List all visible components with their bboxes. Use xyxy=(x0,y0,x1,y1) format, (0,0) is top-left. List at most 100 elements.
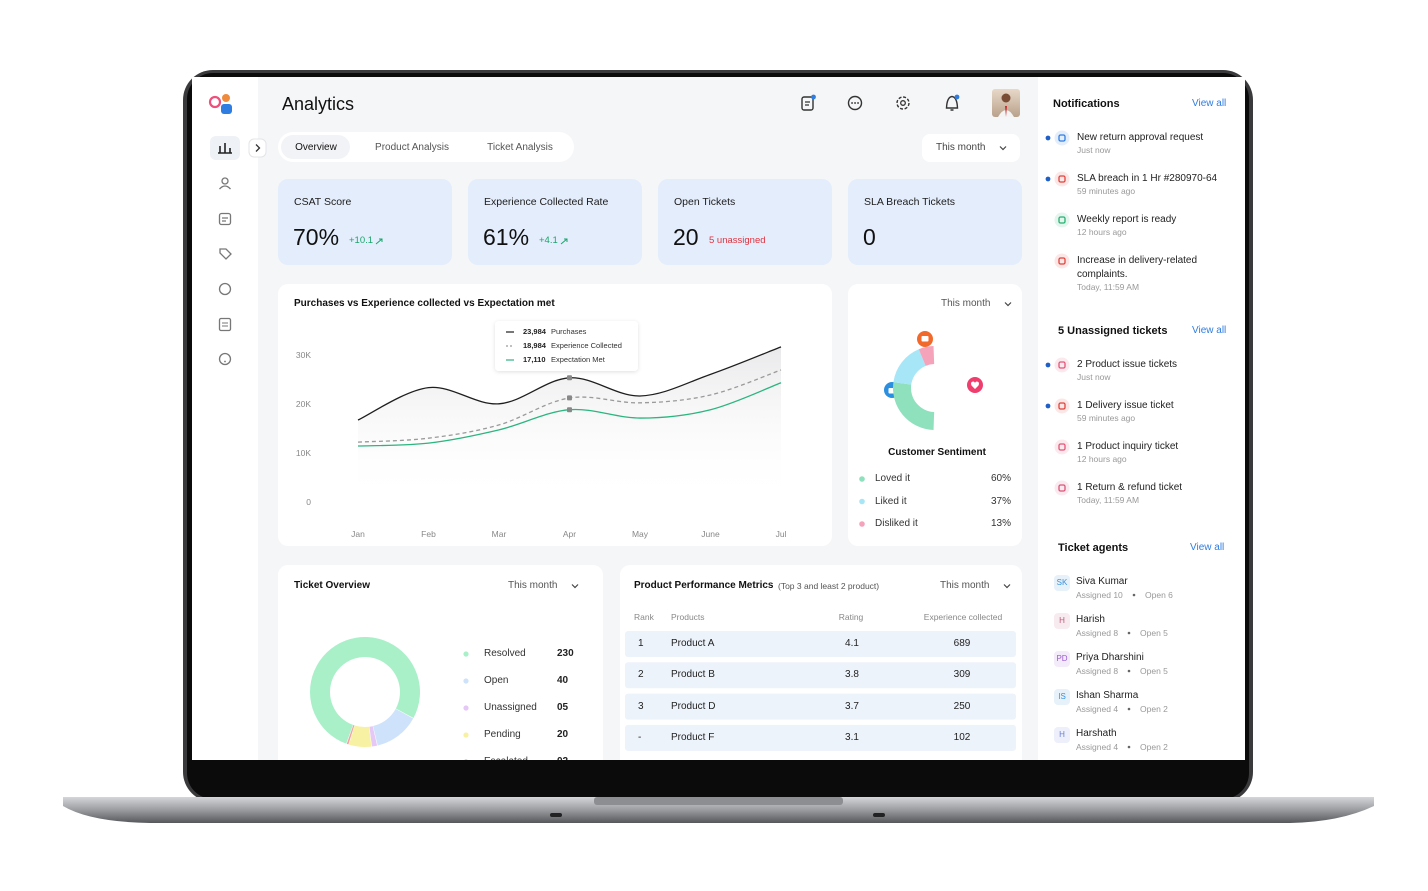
icon-settings[interactable] xyxy=(900,100,906,106)
agent-badge xyxy=(1054,727,1070,743)
nav-chat[interactable] xyxy=(218,282,232,296)
agent-open: Open 5 xyxy=(1140,666,1168,676)
sentiment-segment xyxy=(893,382,935,430)
nav-help[interactable] xyxy=(224,360,226,363)
avatar[interactable] xyxy=(992,89,1020,117)
icon-chat[interactable] xyxy=(847,95,863,111)
agent-name[interactable]: Priya Dharshini xyxy=(1076,652,1144,663)
nav-reports[interactable] xyxy=(218,317,232,332)
nav-tickets[interactable] xyxy=(222,217,228,222)
item-icon xyxy=(1054,130,1070,146)
value-label: 60% xyxy=(990,473,1011,484)
kpi-card xyxy=(848,179,1022,265)
table-row xyxy=(625,724,1016,751)
legend-dot xyxy=(859,476,865,482)
item-icon xyxy=(1058,175,1066,183)
y-tick-label: 30K xyxy=(295,349,311,360)
foot xyxy=(550,813,562,817)
list-item[interactable]: 1 Delivery issue ticket 59 minutes ago xyxy=(1077,399,1235,423)
nav-tickets[interactable] xyxy=(218,212,232,226)
list-item[interactable]: 1 Product inquiry ticket 12 hours ago xyxy=(1077,440,1235,464)
list-item[interactable]: Increase in delivery-related complaints.… xyxy=(1077,254,1235,292)
trend-arrow xyxy=(560,238,568,245)
value-label: 40 xyxy=(557,675,569,686)
view-all-link[interactable]: View all xyxy=(1192,325,1227,336)
agent-name[interactable]: Harish xyxy=(1076,614,1105,625)
item-icon xyxy=(1054,480,1070,496)
x-tick-label: Apr xyxy=(562,529,577,539)
agent-badge xyxy=(1054,689,1070,705)
highlight-point xyxy=(567,375,572,381)
item-text: SLA breach in 1 Hr #280970-64 xyxy=(1077,173,1218,184)
tab[interactable]: Overview xyxy=(295,142,337,153)
list-item[interactable]: Weekly report is ready 12 hours ago xyxy=(1077,213,1235,237)
list-item[interactable]: SLA breach in 1 Hr #280970-64 59 minutes … xyxy=(1077,172,1235,196)
legend-dot xyxy=(859,521,865,527)
item-time: Today, 11:59 AM xyxy=(1077,495,1140,505)
icon-settings[interactable] xyxy=(896,96,910,110)
item-icon xyxy=(1054,253,1070,269)
icon-tasks[interactable] xyxy=(801,96,814,111)
agent-initials: H xyxy=(1059,616,1065,625)
sentiment-segment xyxy=(893,349,926,385)
tabs xyxy=(278,132,574,162)
nav-tags[interactable] xyxy=(219,248,232,260)
period-dropdown[interactable]: This month xyxy=(936,142,986,153)
table-cell: 689 xyxy=(953,638,971,649)
collapse-button[interactable] xyxy=(248,138,267,158)
right-panel xyxy=(1038,77,1245,760)
section-title: Ticket agents xyxy=(1058,542,1129,554)
agent-name[interactable]: Siva Kumar xyxy=(1076,576,1128,587)
period-dropdown[interactable] xyxy=(922,134,1020,162)
period-dropdown[interactable]: This month xyxy=(941,298,991,309)
agent-assigned: Assigned 8 xyxy=(1076,628,1119,638)
agent-assigned: Assigned 8 xyxy=(1076,666,1119,676)
agent-assigned: Assigned 10 xyxy=(1076,590,1123,600)
kpi-delta: +4.1 xyxy=(539,235,558,246)
column-header: Rating xyxy=(838,612,864,622)
nav-users[interactable] xyxy=(221,177,229,185)
list-item[interactable]: 2 Product issue tickets Just now xyxy=(1077,358,1235,382)
tab[interactable]: Ticket Analysis xyxy=(487,142,553,153)
separator-dot xyxy=(1127,669,1131,673)
tab[interactable]: Product Analysis xyxy=(375,142,449,153)
column-header: Experience collected xyxy=(923,612,1003,622)
list-item[interactable]: New return approval request Just now xyxy=(1077,131,1235,155)
agent-name[interactable]: Harshath xyxy=(1076,728,1117,739)
table-row xyxy=(625,693,1016,720)
legend-dot xyxy=(463,651,469,657)
view-all-link[interactable]: View all xyxy=(1190,542,1225,553)
nav-users[interactable] xyxy=(219,185,231,190)
item-text: 1 Delivery issue ticket xyxy=(1077,400,1174,411)
period-dropdown[interactable]: This month xyxy=(508,580,558,591)
legend-label: Experience Collected xyxy=(551,341,622,350)
item-time: 59 minutes ago xyxy=(1077,186,1136,196)
collapse-button[interactable] xyxy=(255,144,261,152)
view-all-link[interactable]: View all xyxy=(1192,98,1227,109)
tooltip xyxy=(495,321,638,371)
unread-dot xyxy=(1045,176,1051,182)
item-time: Today, 11:59 AM xyxy=(1077,282,1140,292)
icon-tasks[interactable] xyxy=(805,101,810,106)
card xyxy=(278,565,603,760)
period-dropdown[interactable]: This month xyxy=(940,580,990,591)
nav-help[interactable] xyxy=(218,352,232,366)
icon-bell[interactable] xyxy=(945,95,959,111)
tab-active[interactable] xyxy=(281,135,350,159)
nav-analytics[interactable] xyxy=(218,143,232,154)
icon-love xyxy=(971,381,979,389)
icon-dislike xyxy=(921,336,929,342)
nav-reports[interactable] xyxy=(222,322,228,327)
kpi-label: CSAT Score xyxy=(294,196,352,208)
page-title: Analytics xyxy=(282,94,355,114)
agent-open: Open 5 xyxy=(1140,628,1168,638)
donut-segment xyxy=(369,726,378,747)
item-icon xyxy=(1058,361,1066,369)
agent-name[interactable]: Ishan Sharma xyxy=(1076,690,1139,701)
chevron xyxy=(1004,302,1012,307)
x-tick-label: Feb xyxy=(421,529,436,539)
list-item[interactable]: 1 Return & refund ticket Today, 11:59 AM xyxy=(1077,481,1235,505)
table-cell: 3.7 xyxy=(845,700,859,712)
chevron xyxy=(999,146,1007,151)
logo xyxy=(222,94,230,102)
